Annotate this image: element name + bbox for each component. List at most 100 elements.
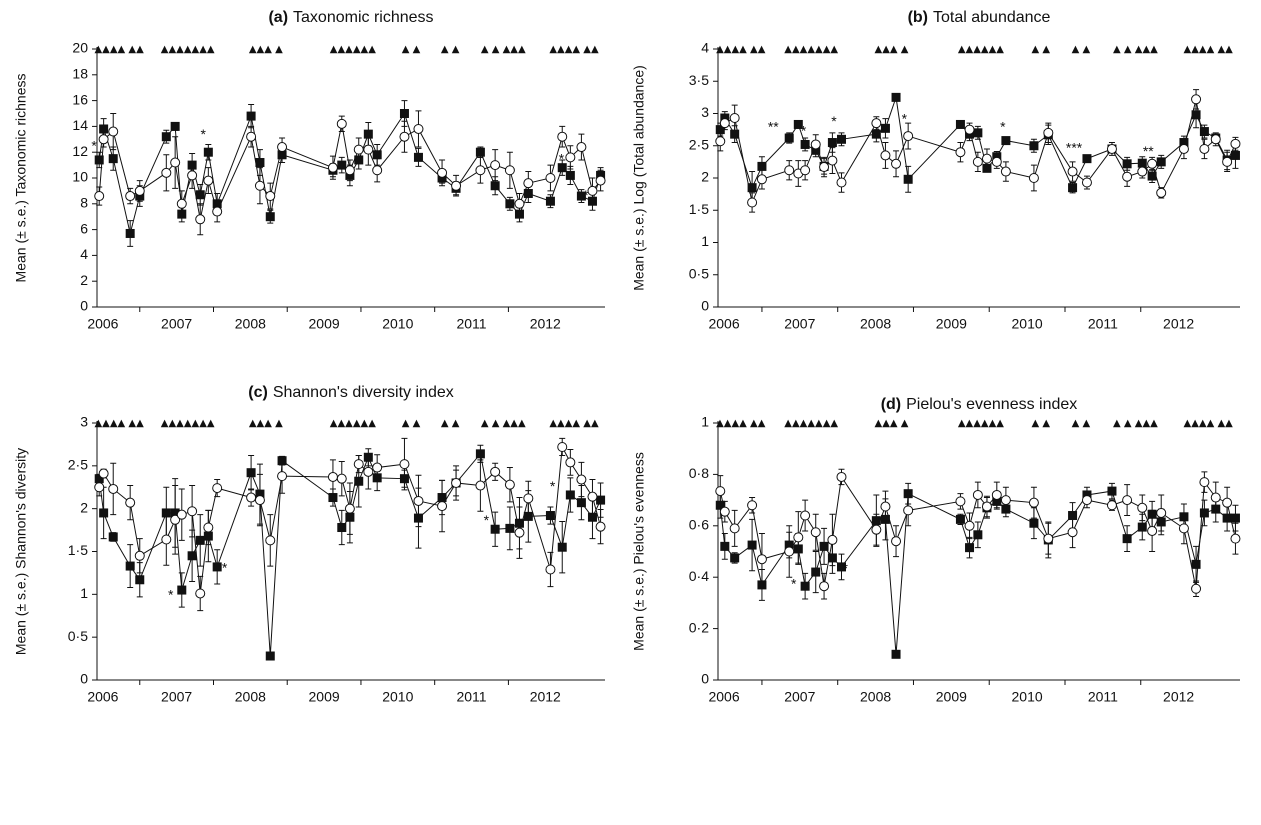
significance-marker: ▲▲▲▲ ▲▲ bbox=[716, 418, 766, 429]
point bbox=[135, 575, 145, 585]
point bbox=[345, 512, 355, 522]
point bbox=[135, 191, 145, 201]
point bbox=[1210, 492, 1221, 503]
point bbox=[1230, 150, 1240, 160]
point bbox=[800, 165, 811, 176]
point bbox=[437, 493, 447, 503]
point bbox=[757, 580, 767, 590]
point bbox=[451, 477, 462, 488]
point bbox=[1043, 127, 1054, 138]
significance-marker: ▲ ▲ bbox=[441, 44, 460, 55]
point bbox=[353, 459, 364, 470]
point bbox=[715, 136, 726, 147]
point bbox=[880, 514, 890, 524]
point bbox=[557, 441, 568, 452]
x-tick-label: 2009 bbox=[936, 689, 967, 705]
point bbox=[99, 124, 109, 134]
point bbox=[161, 534, 172, 545]
point bbox=[246, 111, 256, 121]
point bbox=[1137, 522, 1147, 532]
point bbox=[399, 459, 410, 470]
significance-marker: ▲▲▲▲▲▲▲ bbox=[161, 44, 215, 55]
point bbox=[784, 540, 794, 550]
point bbox=[827, 553, 837, 563]
y-tick-label: 1·5 bbox=[689, 201, 709, 217]
point bbox=[729, 113, 740, 124]
significance-marker: ▲▲▲ ▲ bbox=[875, 44, 909, 55]
annotation: * bbox=[583, 187, 589, 203]
point bbox=[1222, 156, 1233, 167]
point bbox=[587, 491, 598, 502]
annotation: * bbox=[1000, 118, 1006, 134]
point bbox=[187, 160, 197, 170]
significance-marker: ▲ ▲ bbox=[402, 44, 421, 55]
significance-marker: ▲▲▲▲▲▲ bbox=[330, 418, 376, 429]
annotation: * bbox=[200, 126, 206, 142]
point bbox=[964, 124, 975, 135]
point bbox=[973, 530, 983, 540]
significance-marker: ▲ ▲ bbox=[402, 418, 421, 429]
point bbox=[871, 516, 881, 526]
x-tick-label: 2008 bbox=[235, 316, 266, 332]
point bbox=[595, 521, 606, 532]
point bbox=[557, 542, 567, 552]
point bbox=[98, 134, 109, 145]
point bbox=[277, 150, 287, 160]
point bbox=[413, 152, 423, 162]
point bbox=[810, 139, 821, 150]
point bbox=[523, 188, 533, 198]
significance-marker: ▲▲▲ ▲ bbox=[249, 418, 283, 429]
point bbox=[1081, 495, 1092, 506]
point bbox=[1068, 511, 1078, 521]
point bbox=[337, 160, 347, 170]
point bbox=[1156, 507, 1167, 518]
annotation: * bbox=[168, 587, 174, 603]
significance-marker: ▲▲▲▲▲▲▲ bbox=[784, 44, 838, 55]
y-tick-label: 8 bbox=[80, 195, 88, 211]
point bbox=[413, 123, 424, 134]
point bbox=[187, 506, 198, 517]
point bbox=[161, 167, 172, 178]
point bbox=[372, 462, 383, 473]
point bbox=[451, 180, 462, 191]
x-tick-label: 2008 bbox=[860, 316, 891, 332]
point bbox=[177, 585, 187, 595]
point bbox=[545, 173, 556, 183]
y-tick-label: 0 bbox=[80, 671, 88, 687]
annotation: * bbox=[791, 576, 797, 592]
point bbox=[973, 128, 983, 138]
point bbox=[903, 489, 913, 499]
point bbox=[1147, 509, 1157, 519]
y-tick-label: 2·5 bbox=[68, 457, 88, 473]
point bbox=[246, 131, 257, 142]
annotation: * bbox=[222, 559, 228, 575]
point bbox=[784, 165, 795, 176]
y-tick-label: 0 bbox=[701, 298, 709, 314]
point bbox=[372, 473, 382, 483]
point bbox=[1137, 502, 1148, 513]
point bbox=[991, 156, 1002, 167]
point bbox=[1199, 143, 1210, 154]
point bbox=[490, 160, 501, 171]
point bbox=[757, 161, 767, 171]
point bbox=[871, 129, 881, 139]
point bbox=[720, 113, 730, 123]
point bbox=[992, 496, 1002, 506]
point bbox=[1199, 508, 1209, 518]
point bbox=[212, 206, 223, 217]
point bbox=[545, 564, 556, 575]
x-tick-label: 2006 bbox=[87, 316, 118, 332]
point bbox=[246, 492, 257, 503]
panel-label: (b) bbox=[908, 9, 928, 26]
x-tick-label: 2011 bbox=[456, 316, 486, 332]
point bbox=[1122, 171, 1133, 182]
y-axis-label: Mean (± s.e.) Log (Total abundance) bbox=[631, 65, 647, 291]
point bbox=[195, 535, 205, 545]
point bbox=[891, 536, 902, 547]
point bbox=[437, 167, 448, 178]
annotation: ** bbox=[768, 118, 779, 134]
point bbox=[1043, 533, 1054, 544]
y-tick-label: 2·5 bbox=[689, 136, 709, 152]
point bbox=[161, 508, 171, 518]
